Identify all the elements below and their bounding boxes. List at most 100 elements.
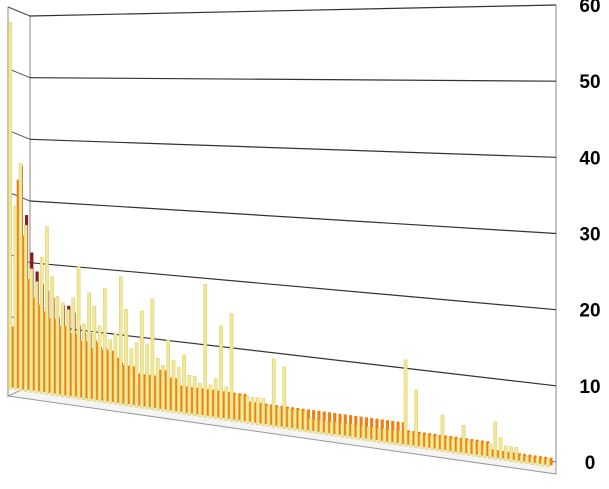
bar — [114, 334, 117, 404]
bar — [430, 436, 433, 451]
bar — [204, 284, 207, 417]
bar — [346, 424, 349, 438]
bar — [235, 395, 238, 422]
bar — [494, 422, 497, 459]
bar — [277, 407, 280, 428]
y-tick-label: 40 — [579, 148, 600, 169]
gridline — [8, 5, 556, 16]
bar — [167, 340, 170, 412]
bar — [314, 419, 317, 433]
bar — [299, 410, 302, 431]
bar — [309, 419, 312, 433]
bar — [209, 385, 212, 418]
bar — [415, 390, 418, 448]
bar — [441, 415, 444, 452]
bar — [225, 387, 228, 421]
plot-area — [8, 5, 556, 474]
bar — [420, 434, 423, 448]
bar — [35, 282, 38, 393]
bar — [488, 444, 491, 459]
y-tick-label: 20 — [579, 301, 600, 322]
bar — [161, 365, 164, 411]
bar — [478, 442, 481, 457]
bar — [446, 438, 449, 453]
y-tick-label: 50 — [579, 72, 600, 93]
bar — [388, 430, 391, 444]
bar — [483, 443, 486, 458]
bar — [499, 438, 502, 460]
bar — [330, 422, 333, 436]
bar — [267, 406, 270, 426]
gridline — [8, 130, 556, 157]
bar — [362, 426, 365, 440]
bar — [393, 430, 396, 444]
bar — [72, 298, 75, 399]
bar — [109, 340, 112, 404]
bar — [504, 446, 507, 461]
bar — [172, 360, 175, 412]
bar — [214, 379, 217, 419]
bar — [531, 457, 534, 465]
bar — [98, 326, 101, 402]
bar — [182, 355, 185, 414]
bar — [451, 438, 454, 453]
bar — [156, 358, 159, 410]
bar — [335, 422, 338, 436]
bar — [246, 396, 249, 423]
bar — [188, 375, 191, 415]
bar — [140, 311, 143, 408]
bar — [304, 411, 307, 432]
bar — [256, 398, 259, 425]
gridline — [8, 192, 556, 234]
series-2 — [8, 22, 549, 466]
bar — [135, 343, 138, 408]
bar — [51, 277, 54, 395]
bar — [536, 458, 539, 466]
bar — [509, 447, 512, 462]
bar — [30, 269, 33, 392]
bar — [240, 396, 243, 423]
bar — [124, 309, 127, 405]
bar — [219, 326, 222, 420]
bar — [177, 367, 180, 413]
bar — [251, 397, 254, 424]
y-tick-label: 10 — [579, 377, 600, 398]
bar — [198, 383, 201, 416]
bar — [283, 367, 286, 429]
y-tick-label: 60 — [579, 0, 600, 17]
bar — [103, 288, 106, 403]
bar — [341, 423, 344, 437]
bar — [409, 433, 412, 447]
bar — [367, 427, 370, 441]
bar — [473, 441, 476, 456]
bar — [77, 267, 80, 399]
bar — [288, 409, 291, 430]
bar — [546, 459, 549, 467]
bar — [467, 441, 470, 456]
bar — [119, 277, 122, 405]
bar — [549, 458, 552, 466]
bar — [399, 431, 402, 445]
bar — [351, 425, 354, 439]
bar — [56, 296, 59, 396]
bar — [130, 349, 133, 407]
bar — [88, 293, 91, 401]
bar — [320, 420, 323, 434]
bar — [425, 435, 428, 450]
bar — [146, 344, 149, 409]
bar — [404, 360, 407, 446]
bar — [61, 303, 64, 397]
bar — [45, 227, 48, 395]
bar — [520, 456, 523, 464]
bar — [293, 410, 296, 431]
y-tick-label: 30 — [579, 225, 600, 246]
bar — [383, 429, 386, 443]
bar — [378, 428, 381, 442]
bar — [230, 314, 233, 422]
bar — [66, 310, 69, 398]
bar — [40, 257, 43, 393]
bar — [541, 459, 544, 467]
bar — [19, 163, 22, 390]
gridline — [8, 69, 556, 82]
